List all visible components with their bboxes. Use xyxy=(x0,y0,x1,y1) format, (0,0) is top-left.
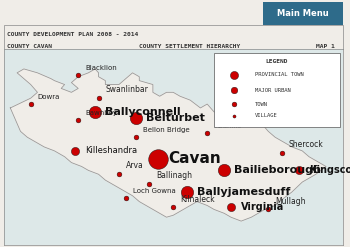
Point xyxy=(222,168,227,172)
Text: Redhills: Redhills xyxy=(214,124,241,129)
Text: Bawnboy: Bawnboy xyxy=(85,110,117,116)
Point xyxy=(296,168,302,172)
Text: Shercock: Shercock xyxy=(289,140,323,149)
Text: Dowra: Dowra xyxy=(37,94,60,100)
Text: COUNTY SETTLEMENT HIERARCHY: COUNTY SETTLEMENT HIERARCHY xyxy=(139,44,240,49)
Point xyxy=(245,116,251,120)
Point xyxy=(133,135,139,139)
Point xyxy=(266,207,271,211)
Text: Kilnaleck: Kilnaleck xyxy=(180,195,215,204)
Point xyxy=(96,96,101,100)
Polygon shape xyxy=(10,69,326,221)
Text: Bailieborough: Bailieborough xyxy=(234,165,321,175)
Text: Blacklion: Blacklion xyxy=(85,65,117,71)
FancyBboxPatch shape xyxy=(214,53,340,127)
Point xyxy=(204,131,210,135)
Point xyxy=(116,172,122,176)
Point xyxy=(232,102,237,106)
Text: Ballinagh: Ballinagh xyxy=(156,171,192,180)
Text: COUNTY CAVAN: COUNTY CAVAN xyxy=(7,44,52,49)
Text: Kingscourt: Kingscourt xyxy=(309,165,350,175)
Text: Arva: Arva xyxy=(126,161,144,170)
Text: MAP 1: MAP 1 xyxy=(316,44,335,49)
Text: Cootehill: Cootehill xyxy=(258,113,307,123)
Point xyxy=(147,182,152,186)
Point xyxy=(123,196,128,200)
Point xyxy=(228,206,234,209)
Point xyxy=(75,118,81,122)
Point xyxy=(279,151,285,155)
Point xyxy=(75,73,81,77)
Point xyxy=(155,157,161,161)
Text: Mullagh: Mullagh xyxy=(275,197,306,206)
Point xyxy=(232,88,237,92)
Text: LEGEND: LEGEND xyxy=(266,59,288,64)
Text: Main Menu: Main Menu xyxy=(277,9,329,18)
Point xyxy=(92,110,98,114)
Text: Swanlinbar: Swanlinbar xyxy=(105,85,148,94)
Text: Ballyjamesduff: Ballyjamesduff xyxy=(197,187,290,197)
Text: Ballyconnell: Ballyconnell xyxy=(105,107,181,117)
Point xyxy=(170,206,176,209)
Text: Killeshandra: Killeshandra xyxy=(85,146,137,155)
Point xyxy=(72,149,78,153)
Text: Bellon Bridge: Bellon Bridge xyxy=(143,127,189,133)
Point xyxy=(28,102,34,106)
Point xyxy=(232,114,237,118)
Text: TOWN: TOWN xyxy=(255,102,268,106)
Text: Cavan: Cavan xyxy=(168,151,221,166)
Text: VILLAGE: VILLAGE xyxy=(255,113,278,118)
Point xyxy=(232,73,237,77)
Text: Loch Gowna: Loch Gowna xyxy=(133,188,175,194)
Text: Virginia: Virginia xyxy=(241,203,285,212)
Text: COUNTY DEVELOPMENT PLAN 2008 - 2014: COUNTY DEVELOPMENT PLAN 2008 - 2014 xyxy=(7,32,138,37)
Text: PROVINCIAL TOWN: PROVINCIAL TOWN xyxy=(255,72,303,77)
Point xyxy=(133,116,139,120)
Text: Belturbet: Belturbet xyxy=(146,113,205,123)
Point xyxy=(184,190,190,194)
Text: MAJOR URBAN: MAJOR URBAN xyxy=(255,88,290,93)
